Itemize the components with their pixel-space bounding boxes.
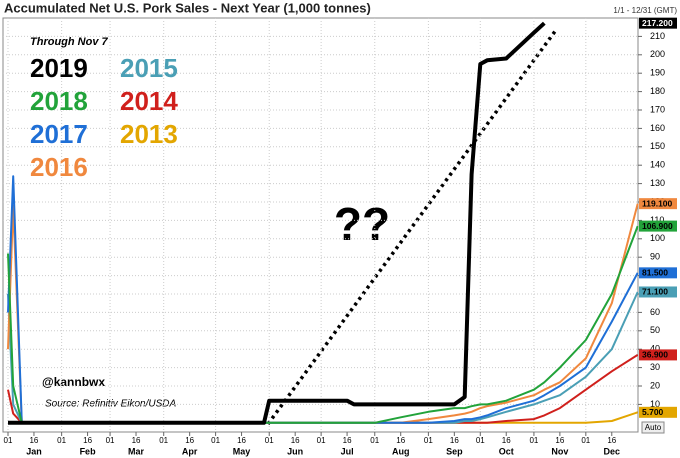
month-label: Sep [446,446,463,456]
legend-entry: 2015 [120,53,178,83]
x-tick-label: 01 [265,436,274,445]
x-tick-label: 16 [396,436,405,445]
value-label-box [639,267,677,279]
value-label-box [639,198,677,210]
range-label: 1/1 - 12/31 (GMT) [613,6,677,15]
annotation: ?? [334,198,390,250]
value-label: 36.900 [642,350,668,360]
x-tick-label: 16 [83,436,92,445]
value-label: 71.100 [642,287,668,297]
x-tick-label: 01 [317,436,326,445]
x-tick-label: 16 [237,436,246,445]
month-label: Nov [551,446,568,456]
x-tick-label: 16 [607,436,616,445]
month-label: Mar [128,446,145,456]
value-label: 106.900 [642,221,673,231]
y-tick-label: 130 [650,178,665,188]
value-label: 119.100 [642,198,673,208]
y-tick-label: 200 [650,49,665,59]
month-label: Jun [287,446,303,456]
y-tick-label: 190 [650,68,665,78]
y-tick-label: 30 [650,362,660,372]
chart-title: Accumulated Net U.S. Pork Sales - Next Y… [4,0,371,15]
month-label: Aug [392,446,410,456]
month-label: Jan [26,446,42,456]
month-label: Apr [182,446,198,456]
x-tick-label: 01 [476,436,485,445]
scale-mode: Auto [645,423,662,432]
x-tick-label: 01 [424,436,433,445]
value-label-box [639,17,677,29]
scale-mode-box [641,421,665,434]
value-label-box [639,349,677,361]
x-tick-label: 01 [4,436,13,445]
y-tick-label: 150 [650,141,665,151]
legend-entry: 2018 [30,86,88,116]
x-tick-label: 16 [555,436,564,445]
x-tick-label: 01 [370,436,379,445]
subtitle: Through Nov 7 [30,36,108,48]
value-label-box [639,286,677,298]
source: Source: Refinitiv Eikon/USDA [45,399,176,410]
x-tick-label: 01 [159,436,168,445]
legend-entry: 2013 [120,119,178,149]
month-label: Jul [341,446,354,456]
x-tick-label: 16 [29,436,38,445]
x-tick-label: 16 [185,436,194,445]
x-tick-label: 16 [291,436,300,445]
y-tick-label: 20 [650,380,660,390]
value-label-box [639,406,677,418]
series-line [8,21,546,425]
x-tick-label: 16 [450,436,459,445]
y-tick-label: 210 [650,31,665,41]
value-label: 5.700 [642,407,664,417]
trend-line [266,28,558,426]
y-tick-label: 160 [650,123,665,133]
y-tick-label: 110 [650,215,664,225]
value-label-box [639,220,677,232]
legend-entry: 2017 [30,119,88,149]
y-tick-label: 90 [650,252,660,262]
x-tick-label: 16 [343,436,352,445]
x-tick-label: 16 [132,436,141,445]
y-tick-label: 10 [650,399,660,409]
y-tick-label: 170 [650,104,665,114]
x-tick-label: 01 [581,436,590,445]
value-label: 81.500 [642,268,668,278]
y-tick-label: 140 [650,160,665,170]
y-tick-label: 180 [650,86,665,96]
x-tick-label: 01 [211,436,220,445]
handle: @kannbwx [42,375,105,389]
y-tick-label: 60 [650,307,660,317]
y-tick-label: 100 [650,233,665,243]
month-label: Feb [80,446,97,456]
y-tick-label: 50 [650,325,660,335]
legend-entry: 2014 [120,86,178,116]
plot-frame [2,17,639,433]
month-label: May [233,446,251,456]
value-label: 217.200 [642,18,673,28]
legend-entry: 2019 [30,53,88,83]
legend-entry: 2016 [30,152,88,182]
x-tick-label: 01 [529,436,538,445]
month-label: Oct [499,446,514,456]
x-tick-label: 01 [106,436,115,445]
x-tick-label: 16 [502,436,511,445]
month-label: Dec [604,446,621,456]
x-tick-label: 01 [57,436,66,445]
y-tick-label: 40 [650,344,660,354]
